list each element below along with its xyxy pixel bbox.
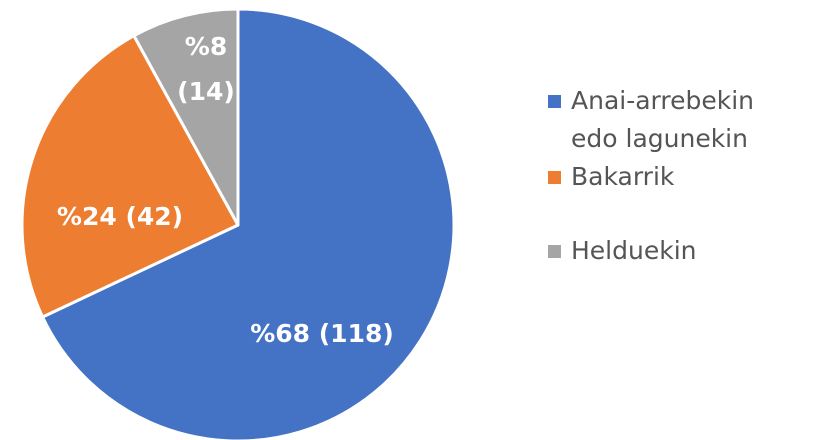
pie-slice-2 bbox=[132, 7, 240, 227]
legend-item-bakarrik: Bakarrik bbox=[548, 158, 816, 196]
legend-label-line-1: Anai-arrebekin bbox=[571, 86, 755, 115]
pie-slice-0 bbox=[41, 7, 456, 440]
legend-label: Helduekin bbox=[571, 236, 697, 265]
data-label-anai-arrebekin: %68 (118) bbox=[250, 319, 394, 348]
pie-slice-1 bbox=[20, 34, 240, 319]
pie-slices bbox=[20, 7, 456, 440]
legend-swatch-orange bbox=[548, 171, 561, 184]
legend-label: Bakarrik bbox=[571, 162, 675, 191]
legend-item-helduekin: Helduekin bbox=[548, 232, 816, 270]
pie-data-labels: %68 (118) %24 (42) %8 (14) bbox=[57, 32, 394, 348]
legend-swatch-blue bbox=[548, 95, 561, 108]
legend-item-anai-arrebekin: Anai-arrebekin edo lagunekin bbox=[548, 82, 816, 158]
data-label-bakarrik: %24 (42) bbox=[57, 202, 183, 231]
legend-label: Anai-arrebekin edo lagunekin bbox=[571, 82, 754, 158]
legend-label-line-2: edo lagunekin bbox=[571, 124, 748, 153]
data-label-helduekin-count: (14) bbox=[177, 77, 235, 106]
pie-chart: %68 (118) %24 (42) %8 (14) bbox=[20, 7, 456, 440]
legend-swatch-gray bbox=[548, 245, 561, 258]
data-label-helduekin-percent: %8 bbox=[185, 32, 227, 61]
legend: Anai-arrebekin edo lagunekin Bakarrik He… bbox=[548, 82, 816, 270]
